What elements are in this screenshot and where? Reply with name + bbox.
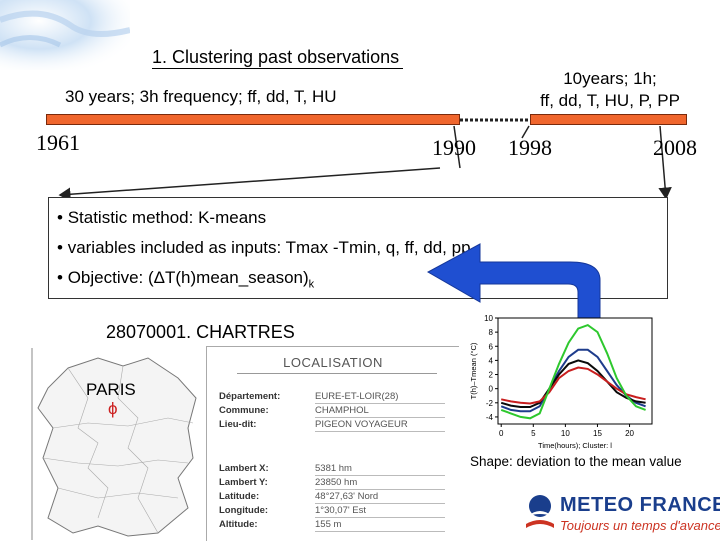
logo-tagline: Toujours un temps d'avance bbox=[560, 518, 720, 533]
loc-row: Département: EURE-ET-LOIR(28) bbox=[219, 391, 459, 405]
loc-row: Lieu-dit: PIGEON VOYAGEUR bbox=[219, 419, 459, 433]
year-1990: 1990 bbox=[432, 135, 476, 160]
france-map bbox=[28, 348, 200, 540]
loc-value: CHAMPHOL bbox=[315, 405, 369, 416]
meteo-france-logo: METEO FRANCE Toujours un temps d'avance bbox=[520, 488, 720, 540]
loc-value: 48°27,63' Nord bbox=[315, 491, 379, 502]
loc-row: Altitude: 155 m bbox=[219, 519, 459, 533]
series-line-3 bbox=[500, 366, 646, 405]
loc-key: Département: bbox=[219, 391, 281, 402]
loc-key: Longitude: bbox=[219, 505, 269, 516]
loc-value: PIGEON VOYAGEUR bbox=[315, 419, 408, 430]
loc-row: Longitude: 1°30,07' Est bbox=[219, 505, 459, 519]
bullet-objective-subscript: k bbox=[308, 278, 315, 291]
loc-key: Lambert X: bbox=[219, 463, 269, 474]
y-tick-label: 4 bbox=[489, 356, 494, 365]
year-1961: 1961 bbox=[36, 130, 80, 155]
y-tick-label: -2 bbox=[486, 399, 494, 408]
loc-key: Lambert Y: bbox=[219, 477, 268, 488]
year-2008: 2008 bbox=[653, 135, 697, 160]
x-axis-label: Time(hours); Cluster: l bbox=[538, 441, 612, 450]
timeline-segment2-label: 10years; 1h; ff, dd, T, HU, P, PP bbox=[520, 68, 700, 112]
year-1998: 1998 bbox=[508, 135, 552, 160]
chart-caption: Shape: deviation to the mean value bbox=[470, 454, 682, 469]
series-line-4 bbox=[500, 323, 646, 420]
loc-row: Commune: CHAMPHOL bbox=[219, 405, 459, 419]
localisation-card: LOCALISATION Département: EURE-ET-LOIR(28… bbox=[206, 346, 459, 541]
corner-decoration bbox=[0, 0, 130, 70]
loc-key: Latitude: bbox=[219, 491, 260, 502]
bullet-method-text: Statistic method: K-means bbox=[67, 208, 267, 227]
series-line-2 bbox=[500, 359, 646, 408]
bullet-objective-text: Objective: (ΔT(h)mean_season) bbox=[67, 268, 309, 287]
x-tick-label: 10 bbox=[561, 429, 570, 438]
x-tick-label: 15 bbox=[593, 429, 602, 438]
y-tick-label: 0 bbox=[489, 385, 494, 394]
station-title: 28070001. CHARTRES bbox=[106, 322, 295, 342]
y-tick-label: 8 bbox=[489, 328, 494, 337]
loc-value: 5381 hm bbox=[315, 463, 352, 474]
logo-name: METEO FRANCE bbox=[560, 494, 720, 516]
loc-key: Commune: bbox=[219, 405, 269, 416]
localisation-title-rule bbox=[237, 373, 437, 374]
segment2-label-line2: ff, dd, T, HU, P, PP bbox=[540, 91, 680, 110]
y-tick-label: -4 bbox=[486, 413, 494, 422]
y-tick-label: 2 bbox=[489, 371, 494, 380]
loc-value: 155 m bbox=[315, 519, 342, 530]
meteo-france-logo-icon bbox=[526, 495, 554, 528]
y-axis-label: T(h)–Tmean (°C) bbox=[469, 342, 478, 399]
timeline-bar-1961-1990 bbox=[46, 114, 460, 125]
y-tick-label: 6 bbox=[489, 342, 494, 351]
loc-value: EURE-ET-LOIR(28) bbox=[315, 391, 399, 402]
loc-row: Latitude: 48°27,63' Nord bbox=[219, 491, 459, 505]
bullet-method: • Statistic method: K-means bbox=[57, 208, 267, 227]
timeline-segment1-label: 30 years; 3h frequency; ff, dd, T, HU bbox=[65, 87, 337, 106]
loc-row: Lambert X: 5381 hm bbox=[219, 463, 459, 477]
localisation-title: LOCALISATION bbox=[283, 355, 383, 370]
arrow-to-box-left bbox=[58, 167, 441, 201]
bullet-objective: • Objective: (ΔT(h)mean_season)k bbox=[57, 268, 315, 291]
x-tick-label: 5 bbox=[531, 429, 536, 438]
loc-key: Altitude: bbox=[219, 519, 258, 530]
loc-value: 23850 hm bbox=[315, 477, 358, 488]
loc-key: Lieu-dit: bbox=[219, 419, 257, 430]
timeline-bar-1998-2008 bbox=[530, 114, 687, 125]
station-marker-icon: ϕ bbox=[108, 399, 118, 418]
map-label-paris: PARIS bbox=[86, 380, 136, 399]
blue-curved-arrow bbox=[426, 243, 601, 319]
segment2-label-line1: 10years; 1h; bbox=[563, 69, 657, 88]
method-box: • Statistic method: K-means • variables … bbox=[48, 197, 668, 299]
bullet-variables-text: variables included as inputs: Tmax -Tmin… bbox=[67, 238, 471, 257]
loc-value: 1°30,07' Est bbox=[315, 505, 367, 516]
bullet-variables: • variables included as inputs: Tmax -Tm… bbox=[57, 238, 471, 257]
x-tick-label: 0 bbox=[499, 429, 504, 438]
y-tick-label: 10 bbox=[484, 314, 493, 323]
loc-row: Lambert Y: 23850 hm bbox=[219, 477, 459, 491]
slide-title: 1. Clustering past observations bbox=[152, 46, 404, 69]
cluster-temperature-chart: -4 -2 0 2 4 6 8 10 0 5 10 15 20 T(h)–Tmean (°C) Time(h… bbox=[469, 314, 653, 450]
x-tick-label: 20 bbox=[625, 429, 634, 438]
